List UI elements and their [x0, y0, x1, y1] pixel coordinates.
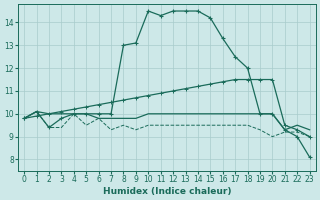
X-axis label: Humidex (Indice chaleur): Humidex (Indice chaleur) [103, 187, 231, 196]
